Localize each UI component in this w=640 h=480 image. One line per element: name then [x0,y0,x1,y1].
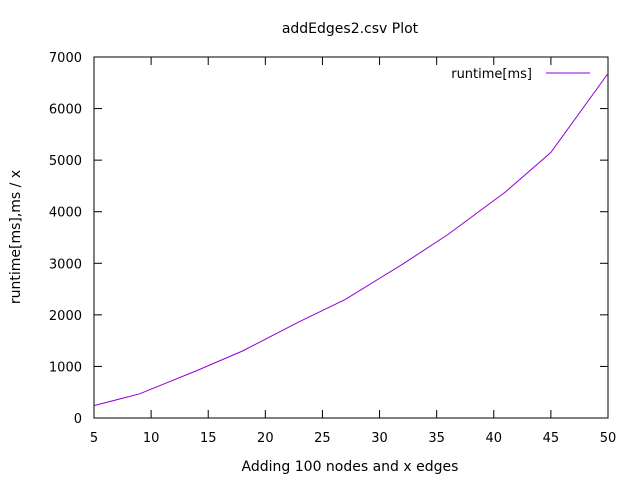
y-tick-label: 1000 [49,360,82,375]
x-tick-label: 5 [90,431,98,446]
x-tick-label: 45 [543,431,560,446]
series-line-0 [93,73,609,407]
y-tick-label: 2000 [49,309,82,324]
axis-ticks: 5 10 15 20 25 30 35 40 45 50 0 1000 2000 3000 4000 5000… [49,51,616,446]
x-axis-label: Adding 100 nodes and x edges [242,459,459,475]
legend-entry-label: runtime[ms] [451,67,532,82]
plot-border [93,56,609,419]
y-tick-label: 5000 [49,154,82,169]
y-tick-label: 0 [74,412,82,427]
series-layer [93,73,609,407]
y-axis-label: runtime[ms],ms / x [8,170,24,304]
y-tick-label: 4000 [49,206,82,221]
y-tick-label: 6000 [49,103,82,118]
chart-title: addEdges2.csv Plot [282,21,419,37]
x-tick-label: 25 [314,431,331,446]
y-tick-label: 3000 [49,257,82,272]
x-tick-label: 40 [486,431,503,446]
x-tick-label: 35 [428,431,445,446]
x-tick-label: 15 [200,431,217,446]
x-tick-label: 50 [600,431,617,446]
x-tick-label: 10 [143,431,160,446]
x-tick-label: 30 [371,431,388,446]
y-tick-label: 7000 [49,51,82,66]
plot-axes [93,56,609,419]
x-tick-label: 20 [257,431,274,446]
legend: runtime[ms] [451,67,590,82]
